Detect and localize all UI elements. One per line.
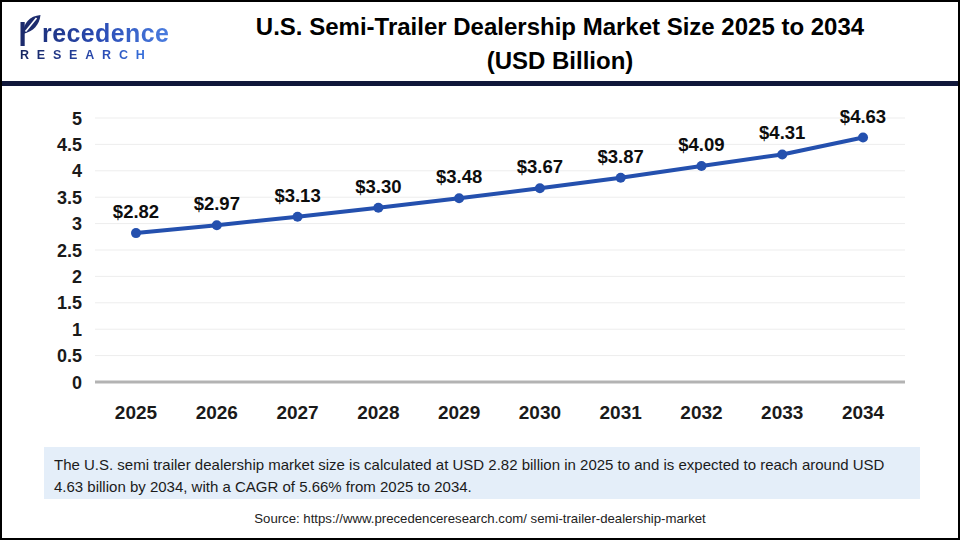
x-axis-tick-label: 2025 [115,402,158,423]
y-axis-tick-label: 4.5 [57,135,82,155]
source-line: Source: https://www.precedenceresearch.c… [2,511,958,526]
data-point-label: $3.13 [274,185,320,206]
y-axis-tick-label: 1.5 [57,293,82,313]
y-axis-tick-label: 1 [72,320,82,340]
y-axis-tick-label: 4 [72,161,82,181]
data-point-marker [212,220,222,230]
x-axis-tick-label: 2033 [761,402,803,423]
data-point-marker [293,212,303,222]
data-point-marker [858,133,868,143]
x-axis-tick-label: 2028 [357,402,399,423]
x-axis-tick-label: 2031 [600,402,643,423]
series-line [136,138,863,234]
x-axis-tick-label: 2026 [196,402,238,423]
data-point-marker [696,161,706,171]
data-point-label: $2.82 [113,201,159,222]
data-point-marker [535,183,545,193]
summary-note: The U.S. semi trailer dealership market … [44,447,920,499]
y-axis-tick-label: 0 [72,373,82,393]
page: recedence RESEARCH U.S. Semi-Trailer Dea… [0,0,960,540]
y-axis-tick-label: 2.5 [57,241,82,261]
y-axis-tick-label: 2 [72,267,82,287]
summary-note-text: The U.S. semi trailer dealership market … [54,454,910,498]
data-point-label: $3.30 [355,176,401,197]
data-point-marker [454,193,464,203]
x-axis-tick-label: 2029 [438,402,480,423]
data-point-marker [616,173,626,183]
data-point-label: $4.09 [678,134,724,155]
data-point-marker [373,203,383,213]
data-point-label: $4.63 [840,106,886,127]
y-axis-tick-label: 3 [72,214,82,234]
data-point-label: $3.48 [436,166,482,187]
data-point-label: $3.67 [517,156,563,177]
y-axis-tick-label: 0.5 [57,346,82,366]
x-axis-tick-label: 2027 [276,402,318,423]
y-axis-tick-label: 5 [72,109,82,129]
data-point-marker [131,228,141,238]
x-axis-tick-label: 2030 [519,402,561,423]
data-point-label: $3.87 [598,146,644,167]
data-point-label: $2.97 [194,193,240,214]
data-point-label: $4.31 [759,122,805,143]
x-axis-tick-label: 2034 [842,402,885,423]
x-axis-tick-label: 2032 [680,402,722,423]
y-axis-tick-label: 3.5 [57,188,82,208]
data-point-marker [777,149,787,159]
